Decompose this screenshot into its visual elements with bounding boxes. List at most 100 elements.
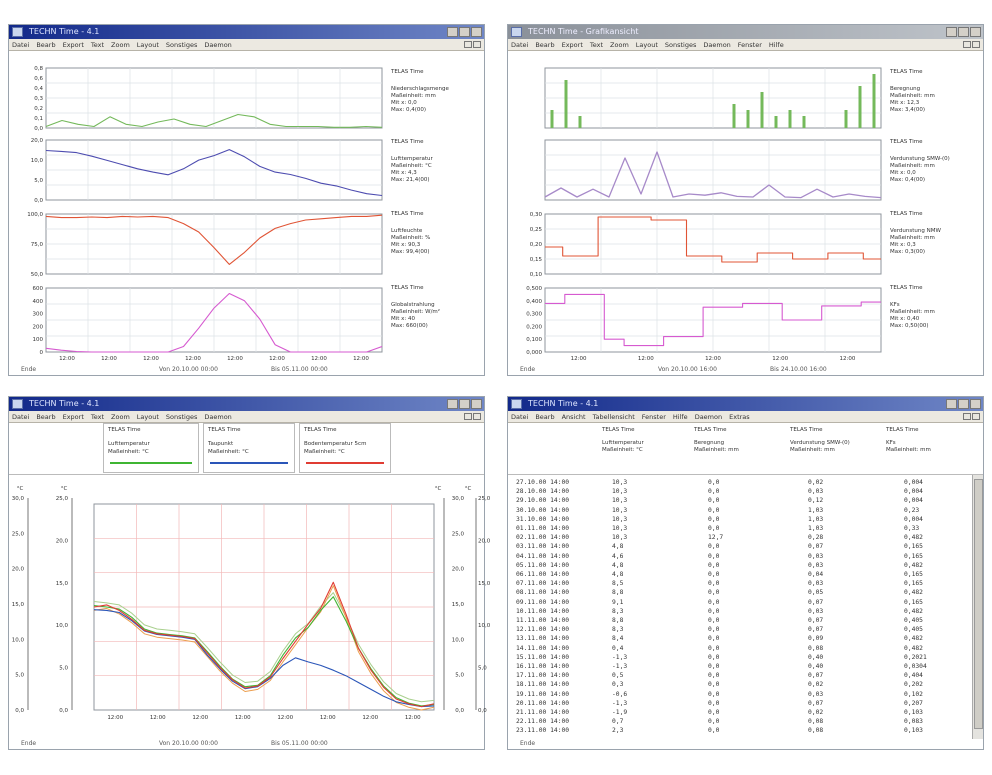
menu-item[interactable]: Export [561, 41, 583, 49]
menu-item[interactable]: Text [589, 41, 604, 49]
menu-item[interactable]: Fenster [737, 41, 762, 49]
window-titlebar[interactable]: TECHN Time - 4.1 [508, 397, 983, 411]
table-cell: 0,482 [904, 561, 923, 569]
table-cell: 10,3 [612, 534, 628, 542]
close-icon[interactable] [471, 27, 482, 37]
info-line: Maßeinheit: °C [391, 163, 432, 169]
menu-item[interactable]: Hilfe [768, 41, 784, 49]
table-cell: -1,3 [612, 663, 628, 670]
table-cell: 0,0 [708, 690, 720, 698]
table-cell: 16.11.00 14:00 [516, 663, 570, 670]
menu-item[interactable]: Daemon [204, 413, 232, 421]
menu-item[interactable]: Export [62, 41, 84, 49]
table-cell: 0,103 [904, 709, 923, 716]
mdi-close-icon[interactable] [972, 41, 980, 48]
table-cell: 0,405 [904, 617, 923, 624]
window-titlebar[interactable]: TECHN Time - 4.1 [9, 397, 484, 411]
table-cell: 0,3 [612, 681, 624, 689]
minimize-icon[interactable] [447, 27, 458, 37]
table-cell: 0,23 [904, 506, 920, 514]
table-cell: 0,07 [808, 699, 824, 707]
maximize-icon[interactable] [958, 399, 969, 409]
menu-item[interactable]: Bearb [535, 413, 555, 421]
menu-item[interactable]: Sonstiges [165, 413, 198, 421]
menu-item[interactable]: Datei [12, 413, 30, 421]
app-icon[interactable] [511, 27, 522, 37]
minimize-icon[interactable] [946, 27, 957, 37]
menu-item[interactable]: Daemon [694, 413, 723, 421]
menu-item[interactable]: Tabellensicht [592, 413, 635, 421]
app-icon[interactable] [511, 399, 522, 409]
info-line: Mit x: 0,40 [890, 316, 920, 322]
menu-item[interactable]: Zoom [111, 413, 130, 421]
info-line: Mit x: 40 [391, 316, 416, 322]
mdi-close-icon[interactable] [972, 413, 980, 420]
menu-item[interactable]: Extras [729, 413, 750, 421]
mdi-minimize-icon[interactable] [963, 413, 971, 420]
table-cell: -0,6 [612, 690, 628, 698]
app-icon[interactable] [12, 27, 23, 37]
window-titlebar[interactable]: TECHN Time - Grafikansicht [508, 25, 983, 39]
menu-item[interactable]: Datei [511, 413, 529, 421]
table-cell: 0,7 [612, 718, 624, 726]
table-cell: 8,4 [612, 635, 624, 643]
menu-item[interactable]: Layout [635, 41, 658, 49]
menu-item[interactable]: Ansicht [561, 413, 586, 421]
menu-item[interactable]: Sonstiges [664, 41, 697, 49]
info-line: TELAS Time [890, 139, 923, 145]
close-icon[interactable] [471, 399, 482, 409]
menu-item[interactable]: Bearb [36, 41, 56, 49]
close-icon[interactable] [970, 399, 981, 409]
table-cell: 0,0 [708, 626, 720, 634]
menu-item[interactable]: Datei [12, 41, 30, 49]
menu-item[interactable]: Layout [136, 413, 159, 421]
mdi-minimize-icon[interactable] [963, 41, 971, 48]
menu-item[interactable]: Layout [136, 41, 159, 49]
mdi-close-icon[interactable] [473, 413, 481, 420]
table-cell: 18.11.00 14:00 [516, 681, 570, 689]
maximize-icon[interactable] [459, 399, 470, 409]
table-cell: 10,3 [612, 525, 628, 532]
maximize-icon[interactable] [958, 27, 969, 37]
scrollbar-thumb[interactable] [974, 479, 983, 729]
maximize-icon[interactable] [459, 27, 470, 37]
table-cell: 01.11.00 14:00 [516, 525, 570, 532]
info-line: TELAS Time [391, 285, 424, 291]
menu-item[interactable]: Fenster [641, 413, 666, 421]
app-icon[interactable] [12, 399, 23, 409]
menu-item[interactable]: Daemon [703, 41, 731, 49]
window-titlebar[interactable]: TECHN Time - 4.1 [9, 25, 484, 39]
menu-item[interactable]: Daemon [204, 41, 232, 49]
mdi-close-icon[interactable] [473, 41, 481, 48]
menu-item[interactable]: Datei [511, 41, 529, 49]
legend-swatch [306, 462, 384, 464]
menu-item[interactable]: Export [62, 413, 84, 421]
close-icon[interactable] [970, 27, 981, 37]
minimize-icon[interactable] [946, 399, 957, 409]
table-cell: 10,3 [612, 497, 628, 505]
mdi-minimize-icon[interactable] [464, 413, 472, 420]
panel-info: TELAS Time KFs Maßeinheit: mm Mit x: 0,4… [890, 285, 935, 330]
table-cell: 02.11.00 14:00 [516, 534, 570, 542]
legend-item-dewpoint: TELAS Time Taupunkt Maßeinheit: °C [203, 423, 295, 473]
table-cell: 03.11.00 14:00 [516, 543, 570, 551]
menu-item[interactable]: Zoom [610, 41, 629, 49]
menu-item[interactable]: Sonstiges [165, 41, 198, 49]
menu-item[interactable]: Hilfe [672, 413, 688, 421]
table-cell: 0,0 [708, 681, 720, 689]
menu-item[interactable]: Zoom [111, 41, 130, 49]
table-cell: 12.11.00 14:00 [516, 626, 570, 634]
menu-item[interactable]: Text [90, 41, 105, 49]
menu-item[interactable]: Bearb [535, 41, 555, 49]
minimize-icon[interactable] [447, 399, 458, 409]
vertical-scrollbar[interactable] [972, 475, 983, 739]
menu-item[interactable]: Bearb [36, 413, 56, 421]
mdi-minimize-icon[interactable] [464, 41, 472, 48]
info-line: Niederschlagsmenge [391, 86, 449, 92]
table-cell: 12,7 [708, 534, 724, 542]
menu-item[interactable]: Text [90, 413, 105, 421]
legend-name: Lufttemperatur [108, 441, 150, 447]
table-cell: 0,5 [612, 672, 624, 680]
table-cell: 0,004 [904, 497, 923, 505]
table-cell: 04.11.00 14:00 [516, 552, 570, 560]
